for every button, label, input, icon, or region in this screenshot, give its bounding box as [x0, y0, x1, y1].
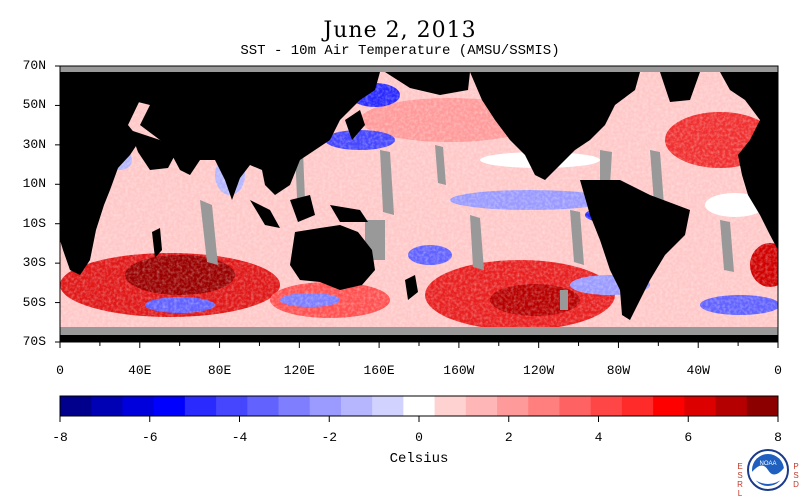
land-arabia [130, 130, 175, 170]
noaa-logo: NOAA [747, 449, 789, 491]
latitude-label: 30N [22, 136, 46, 152]
colorbar-segment [559, 396, 592, 416]
latitude-ticks [55, 65, 60, 343]
colorbar-tick-label: -6 [141, 430, 158, 445]
colorbar-segment [653, 396, 685, 416]
longitude-label: 160W [443, 363, 475, 378]
land-masses [60, 72, 778, 342]
latitude-label: 50N [22, 97, 46, 113]
land-europe-africa-east [720, 72, 778, 250]
colorbar-segment [715, 396, 748, 416]
colorbar-tick-label: 6 [684, 430, 693, 445]
land-australia [290, 225, 375, 290]
longitude-label: 120W [523, 363, 555, 378]
latitude-label: 10S [22, 215, 46, 231]
colorbar-tick-label: -4 [231, 430, 248, 445]
land-new-guinea [330, 205, 368, 222]
land-borneo [290, 195, 315, 222]
land-africa-europe-west [60, 72, 150, 275]
longitude-label: 80E [207, 363, 232, 378]
longitude-label: 0 [56, 363, 64, 378]
colorbar-segment [60, 396, 92, 416]
land-japan [345, 110, 365, 140]
colorbar-segment [122, 396, 155, 416]
land-antarctica [60, 335, 778, 342]
land-sumatra [250, 200, 280, 228]
longitude-label: 40W [686, 363, 710, 378]
land-alaska [385, 72, 470, 95]
colorbar-tick-label: -8 [52, 430, 68, 445]
colorbar-segment [91, 396, 123, 416]
latitude-label: 70N [22, 58, 46, 73]
colorbar-tick-label: 8 [774, 430, 782, 445]
colorbar-tick-label: 2 [504, 430, 513, 445]
colorbar-units: Celsius [389, 451, 449, 467]
map-subtitle: SST - 10m Air Temperature (AMSU/SSMIS) [240, 43, 560, 59]
colorbar-segment [465, 396, 498, 416]
latitude-label: 30S [22, 255, 46, 271]
colorbar-segment [621, 396, 654, 416]
longitude-label: 80W [606, 363, 631, 378]
colorbar-segment [684, 396, 717, 416]
map-title: June 2, 2013 [323, 18, 477, 43]
longitude-ticks [59, 342, 779, 348]
colorbar-segment [372, 396, 404, 416]
colorbar-segment [403, 396, 436, 416]
colorbar [60, 396, 779, 416]
land-new-zealand [405, 275, 418, 300]
colorbar-segment [184, 396, 217, 416]
map-area [60, 66, 778, 342]
colorbar-segment [434, 396, 467, 416]
colorbar-segment [497, 396, 529, 416]
land-madagascar [152, 228, 162, 258]
land-greenland [660, 72, 700, 102]
colorbar-tick-label: -2 [321, 430, 338, 445]
colorbar-segment [216, 396, 248, 416]
colorbar-segment [590, 396, 623, 416]
noaa-logo-text: NOAA [759, 461, 776, 467]
land-south-america [580, 180, 690, 320]
latitude-label: 50S [22, 294, 46, 310]
latitude-label: 70S [22, 334, 46, 349]
colorbar-tick-label: 0 [415, 430, 423, 445]
land-north-america [470, 72, 640, 180]
longitude-label: 120E [283, 363, 315, 378]
colorbar-segment [340, 396, 373, 416]
colorbar-tick-label: 4 [594, 430, 603, 445]
colorbar-segment [153, 396, 186, 416]
latitude-label: 10N [22, 176, 46, 192]
longitude-label: 160E [363, 363, 395, 378]
land-eurasia [100, 72, 380, 200]
colorbar-segment [309, 396, 342, 416]
colorbar-segment [746, 396, 779, 416]
colorbar-segment [247, 396, 280, 416]
longitude-label: 40E [128, 363, 152, 378]
colorbar-segment [278, 396, 311, 416]
longitude-label: 0 [774, 363, 782, 378]
colorbar-ticks [59, 416, 779, 422]
colorbar-segment [528, 396, 560, 416]
